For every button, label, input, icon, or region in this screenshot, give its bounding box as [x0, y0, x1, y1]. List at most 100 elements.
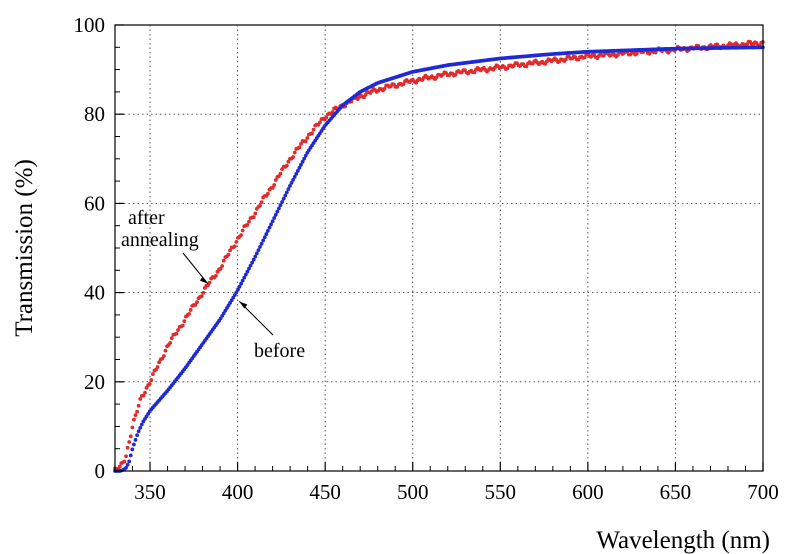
data-point	[220, 264, 225, 268]
data-point	[243, 272, 248, 277]
data-point	[136, 403, 141, 408]
data-point	[138, 425, 143, 430]
data-point	[124, 465, 128, 470]
data-point	[305, 136, 310, 140]
data-point	[234, 239, 239, 244]
data-point	[136, 429, 141, 434]
data-point	[250, 260, 255, 265]
data-point	[169, 336, 174, 341]
data-point	[382, 86, 387, 91]
data-point	[267, 225, 272, 230]
data-point	[265, 191, 270, 196]
data-point	[453, 72, 458, 77]
data-point	[201, 290, 206, 295]
annotation-before: before	[254, 340, 305, 362]
data-point	[261, 238, 266, 243]
data-point	[262, 235, 267, 240]
x-tick-label: 350	[134, 480, 166, 504]
data-point	[135, 433, 139, 438]
data-point	[278, 203, 283, 208]
data-point	[247, 219, 251, 224]
data-point	[245, 269, 250, 274]
data-point	[127, 459, 132, 464]
data-point	[284, 190, 289, 195]
data-point	[122, 459, 127, 464]
data-point	[291, 155, 296, 159]
data-point	[128, 434, 133, 439]
annotation-line: annealing	[121, 229, 199, 251]
data-point	[226, 252, 231, 257]
data-point	[634, 51, 639, 56]
data-point	[180, 323, 185, 328]
data-point	[291, 177, 296, 182]
data-point	[258, 245, 262, 249]
data-point	[135, 409, 139, 414]
data-point	[127, 440, 132, 444]
data-point	[195, 300, 199, 305]
data-point	[132, 417, 136, 422]
data-point	[232, 244, 237, 249]
data-point	[295, 168, 300, 173]
data-point	[133, 437, 138, 442]
data-point	[228, 248, 232, 253]
y-tick-label: 40	[84, 281, 105, 305]
data-point	[187, 311, 191, 316]
data-point	[283, 193, 288, 198]
data-point	[242, 275, 247, 280]
data-point	[207, 280, 212, 285]
data-point	[269, 222, 273, 227]
data-point	[161, 354, 166, 358]
data-point	[286, 187, 291, 192]
data-point	[265, 228, 270, 233]
data-point	[155, 365, 160, 369]
annotation-after-annealing: after annealing	[121, 207, 199, 251]
data-point	[157, 360, 162, 365]
data-point	[281, 196, 286, 201]
data-point	[297, 145, 302, 150]
series-points	[113, 39, 765, 473]
data-point	[300, 159, 305, 164]
data-point	[284, 163, 289, 168]
series-2	[113, 45, 765, 473]
data-point	[251, 215, 256, 219]
data-point	[163, 348, 168, 353]
y-axis-label: Transmission (%)	[11, 159, 38, 337]
data-point	[125, 462, 130, 467]
data-point	[254, 251, 259, 256]
data-point	[401, 82, 406, 87]
data-point	[264, 232, 269, 236]
data-point	[193, 303, 198, 307]
data-point	[524, 64, 529, 69]
data-point	[256, 248, 261, 253]
data-point	[273, 178, 278, 182]
data-point	[272, 216, 277, 220]
data-point	[141, 393, 146, 398]
y-tick-label: 20	[84, 370, 105, 394]
data-point	[258, 203, 262, 208]
data-point	[278, 171, 283, 176]
data-point	[139, 422, 144, 427]
x-axis-label: Wavelength (nm)	[596, 527, 770, 554]
data-point	[237, 284, 242, 289]
data-point	[130, 425, 135, 430]
data-point	[324, 115, 329, 120]
data-point	[236, 287, 240, 292]
data-point	[128, 453, 133, 458]
y-tick-label: 0	[95, 459, 106, 483]
data-point	[182, 319, 187, 324]
data-point	[124, 454, 128, 459]
data-point	[133, 413, 138, 417]
data-point	[240, 228, 245, 233]
y-tick-label: 80	[84, 102, 105, 126]
series-1	[113, 39, 765, 471]
data-point	[199, 294, 204, 299]
data-point	[188, 308, 193, 312]
data-point	[176, 328, 180, 332]
data-point	[563, 57, 568, 62]
y-tick-label: 100	[74, 13, 106, 37]
data-point	[299, 141, 303, 146]
x-tick-label: 700	[747, 480, 779, 504]
data-point	[125, 445, 130, 450]
data-point	[292, 150, 297, 155]
